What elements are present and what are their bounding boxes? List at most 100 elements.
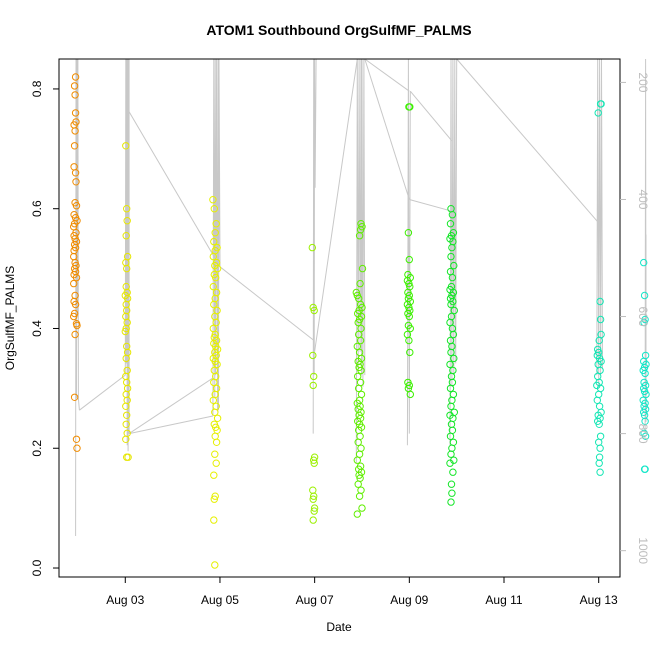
data-point: [212, 220, 220, 228]
data-point: [212, 318, 220, 327]
altitude-trace-segment: [409, 199, 453, 212]
data-point: [309, 303, 317, 312]
data-point: [71, 330, 79, 339]
data-point: [70, 142, 79, 150]
data-points-layer: [70, 73, 650, 569]
x-tick-label: Aug 09: [390, 593, 428, 607]
data-point: [406, 324, 414, 333]
data-point: [447, 480, 456, 488]
data-point: [122, 142, 130, 150]
data-point: [70, 309, 79, 318]
data-point: [447, 498, 455, 506]
data-point: [211, 561, 219, 569]
altitude-trace-segment: [219, 266, 314, 341]
data-point: [405, 381, 413, 390]
data-point: [308, 243, 316, 252]
x-tick-label: Aug 13: [580, 593, 618, 607]
data-point: [210, 378, 218, 387]
series-flight-aug01: [70, 73, 81, 452]
data-point: [310, 372, 318, 381]
data-point: [447, 348, 455, 357]
data-point: [641, 369, 649, 378]
data-point: [210, 516, 218, 524]
data-point: [447, 300, 455, 309]
data-point: [450, 261, 458, 270]
x-tick-label: Aug 11: [485, 593, 522, 607]
data-point: [450, 306, 458, 315]
data-point: [446, 432, 455, 440]
data-point: [122, 402, 130, 410]
data-point: [404, 229, 413, 237]
data-point: [310, 306, 318, 315]
data-point: [641, 417, 649, 425]
data-point: [310, 459, 318, 467]
data-point: [353, 456, 361, 464]
data-point: [446, 360, 454, 369]
data-point: [212, 459, 220, 467]
y-tick-label: 0.2: [30, 440, 44, 457]
data-point: [213, 360, 221, 369]
y-tick-label: 0.4: [30, 320, 44, 337]
altitude-trace-segment: [409, 90, 453, 142]
data-point: [594, 372, 602, 381]
altitude-trace-segment: [314, 58, 358, 352]
data-point: [121, 327, 130, 336]
series-flight-aug07: [352, 220, 367, 518]
data-point: [448, 211, 457, 219]
series-flight-aug06: [308, 243, 319, 524]
data-point: [446, 384, 455, 393]
data-point: [406, 390, 414, 399]
data-point: [406, 348, 414, 357]
data-point: [595, 459, 603, 467]
data-point: [595, 390, 603, 399]
data-point: [124, 453, 132, 461]
data-point: [310, 507, 318, 515]
data-point: [73, 321, 81, 330]
data-point: [597, 100, 605, 108]
data-point: [309, 486, 317, 494]
y2-tick-label: 400: [636, 189, 650, 209]
data-point: [595, 420, 603, 428]
data-point: [70, 82, 79, 90]
altitude-trace-segment: [128, 111, 221, 268]
data-point: [354, 318, 362, 327]
data-point: [210, 237, 218, 246]
series-flight-aug04: [209, 196, 222, 569]
data-point: [211, 408, 219, 416]
y-tick-label: 0.6: [30, 200, 44, 217]
data-point: [355, 450, 364, 458]
data-point: [210, 495, 219, 503]
data-point: [210, 471, 218, 479]
data-point: [209, 196, 217, 204]
data-point: [354, 438, 362, 446]
data-point: [213, 414, 222, 422]
data-point: [211, 450, 219, 458]
data-point: [122, 420, 130, 428]
data-point: [356, 432, 364, 440]
altitude-trace-segment: [364, 58, 410, 200]
chart-title: ATOM1 Southbound OrgSulfMF_PALMS: [206, 22, 471, 38]
y2-tick-label: 800: [636, 424, 650, 444]
data-point: [641, 432, 650, 440]
plot-frame: [58, 58, 621, 578]
x-tick-label: Aug 03: [106, 593, 144, 607]
altitude-trace-segment: [456, 58, 600, 224]
data-point: [596, 297, 604, 306]
data-point: [122, 324, 130, 333]
data-point: [641, 315, 649, 324]
data-point: [447, 402, 455, 410]
data-point: [596, 468, 604, 476]
data-point: [596, 315, 605, 324]
data-point: [355, 471, 363, 479]
data-point: [123, 264, 131, 273]
series-flight-aug03: [121, 142, 132, 461]
data-point: [309, 516, 317, 524]
data-point: [448, 243, 456, 252]
data-point: [357, 444, 365, 452]
data-point: [405, 336, 413, 345]
data-point: [71, 300, 80, 309]
data-point: [595, 402, 604, 410]
y-tick-label: 0.0: [30, 559, 44, 576]
data-point: [123, 411, 131, 419]
